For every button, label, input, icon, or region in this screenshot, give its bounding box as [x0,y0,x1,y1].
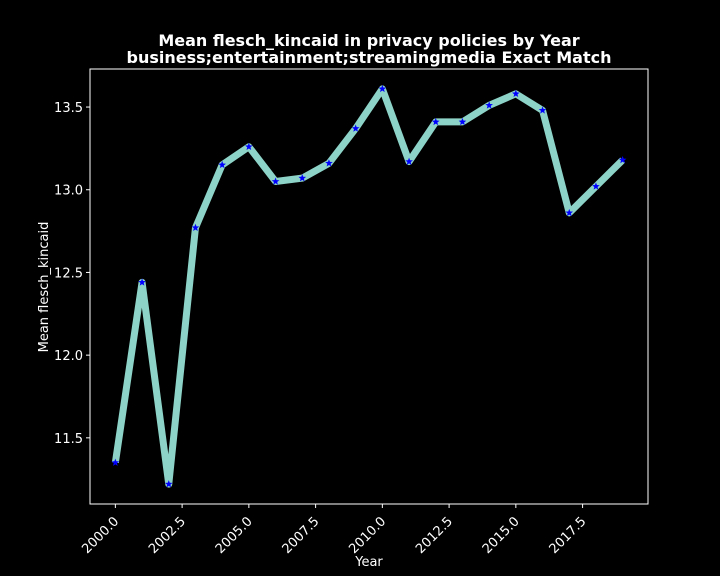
series-layer [111,84,627,488]
chart-title-line2: business;entertainment;streamingmedia Ex… [127,48,612,67]
data-point-marker [111,458,120,466]
plot-area-frame [89,68,649,505]
y-tick-label: 13.0 [54,184,83,199]
y-tick-label: 12.0 [54,349,83,364]
data-point-marker [618,155,627,164]
data-point-marker [538,106,547,114]
data-point-marker [191,223,200,232]
data-point-marker [138,278,146,286]
data-point-marker [298,174,307,182]
data-point-marker [164,480,173,488]
data-point-marker [512,89,520,98]
y-tick-label: 12.5 [54,266,83,281]
data-point-marker [218,160,226,169]
data-point-marker [325,159,333,167]
data-point-marker [271,177,280,185]
y-axis-label: Mean flesch_kincaid [37,222,52,353]
series-line [111,85,626,488]
data-point-marker [592,182,600,190]
data-point-marker [431,117,440,126]
y-tick-label: 13.5 [54,101,83,116]
x-axis-label: Year [354,555,383,570]
data-point-marker [485,101,493,109]
data-point-marker [405,157,413,165]
y-axis: 11.5 12.0 12.5 13.0 13.5 [54,101,90,447]
data-point-marker [351,124,360,132]
data-point-marker [565,208,574,217]
chart-title-line1: Mean flesch_kincaid in privacy policies … [158,31,579,50]
data-point-marker [458,117,467,126]
y-tick-label: 11.5 [54,432,83,447]
data-point-marker [245,142,253,150]
data-point-marker [378,84,387,93]
